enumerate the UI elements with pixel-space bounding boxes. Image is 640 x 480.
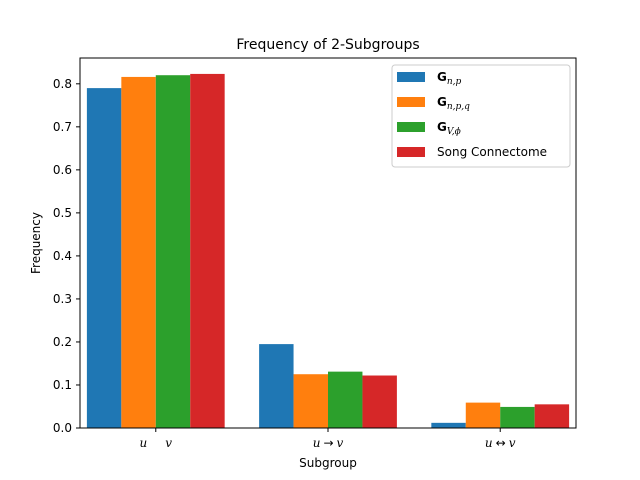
y-tick-label: 0.5 [53,206,72,220]
y-tick-label: 0.6 [53,163,72,177]
x-tick-label-target: v [165,436,172,450]
bar-0-0 [86,88,122,429]
legend-label-subscript: n,p,q [447,102,470,112]
bar-2-0 [155,75,191,429]
x-tick-label-source: u [485,436,493,450]
x-tick-label: u ↔ v [485,436,516,450]
bar-3-1 [362,375,397,428]
y-tick-label: 0.8 [53,77,72,91]
x-tick-label: u v [140,436,173,450]
bars-group [86,73,570,429]
legend-label-1: Gn,p,q [437,95,470,112]
y-axis-title: Frequency [29,212,43,274]
x-tick-label-relation [150,436,162,450]
y-axis: 0.0 0.1 0.2 0.3 0.4 0.5 0.6 0.7 0.8 [53,77,80,435]
x-tick-label-source: u [313,436,321,450]
legend-label-base: G [437,95,447,109]
legend-swatch-0 [397,72,425,82]
legend-swatch-3 [397,147,425,157]
x-tick-label: u → v [313,436,344,450]
x-axis-title: Subgroup [299,456,357,470]
x-tick-label-source: u [140,436,148,450]
y-tick-label: 0.7 [53,120,72,134]
legend-label-base: G [437,70,447,84]
legend-label-2: GV,ϕ [437,120,461,137]
x-axis: u v u → v u ↔ v [140,428,516,450]
legend-label-0: Gn,p [437,70,462,87]
legend-label-subscript: n,p [447,77,462,87]
bar-3-0 [190,73,225,428]
x-tick-label-relation: ↔ [496,436,506,450]
x-tick-label-target: v [337,436,344,450]
chart-title: Frequency of 2-Subgroups [236,37,419,53]
x-tick-label-target: v [509,436,516,450]
legend-label-3: Song Connectome [437,145,547,159]
y-tick-label: 0.4 [53,249,72,263]
bar-0-2 [431,422,466,428]
legend-swatch-2 [397,122,425,132]
bar-1-2 [465,402,501,428]
y-tick-label: 0.2 [53,335,72,349]
legend-label-subscript: V,ϕ [447,127,461,137]
bar-1-0 [121,76,156,428]
bar-1-1 [293,374,328,428]
y-tick-label: 0.3 [53,292,72,306]
legend-label-text: Song Connectome [437,145,547,159]
legend-swatch-1 [397,97,425,107]
legend-frame [391,64,571,168]
y-tick-label: 0.1 [53,378,72,392]
bar-3-2 [534,404,570,428]
bar-2-1 [328,371,363,428]
bar-2-2 [500,406,535,428]
bar-0-1 [259,344,294,428]
x-tick-label-relation: → [323,436,333,450]
legend-label-base: G [437,120,447,134]
y-tick-label: 0.0 [53,421,72,435]
